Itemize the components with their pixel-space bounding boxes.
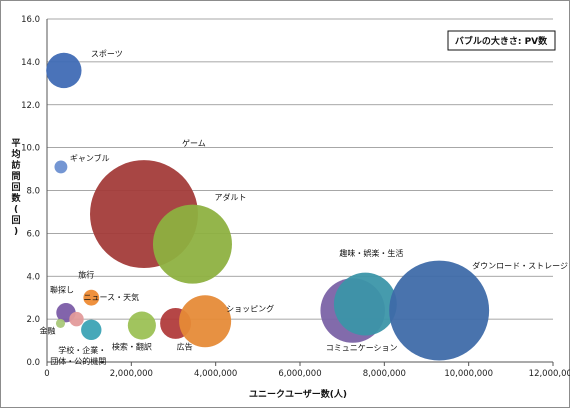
bubble-label: 団体・公的機関 [50, 356, 106, 366]
bubble-label: ギャンブル [70, 153, 110, 163]
bubble-size-note: バブルの大きさ: PV数 [455, 35, 548, 47]
bubble [389, 260, 490, 361]
bubble-label: 広告 [177, 341, 193, 351]
y-tick-label: 8.0 [26, 187, 40, 197]
x-tick-label: 4,000,000 [194, 369, 237, 379]
y-tick-label: 14.0 [21, 58, 40, 68]
y-tick-label: 16.0 [21, 15, 40, 25]
bubble-label: 旅行 [78, 270, 94, 280]
bubble-label: ショッピング [226, 303, 274, 313]
bubble-label: 趣味・娯楽・生活 [339, 248, 403, 258]
x-tick-label: 10,000,000 [444, 369, 493, 379]
x-tick-label: 8,000,000 [363, 369, 406, 379]
axes [46, 19, 554, 366]
svg-text:平均訪問回数(回): 平均訪問回数(回) [11, 138, 21, 237]
bubble [69, 311, 84, 327]
x-tick-label: 6,000,000 [278, 369, 321, 379]
bubble [333, 272, 397, 336]
y-tick-label: 2.0 [26, 315, 40, 325]
bubble-label: ニュース・天気 [84, 292, 140, 302]
x-tick-label: 12,000,000 [529, 369, 570, 379]
y-tick-label: 6.0 [26, 229, 40, 239]
bubble [54, 160, 68, 174]
bubble-label: 検索・翻訳 [112, 342, 152, 352]
bubble [152, 204, 232, 284]
bubble [127, 311, 156, 340]
bubble [81, 319, 102, 341]
x-tick-label: 2,000,000 [110, 369, 153, 379]
bubble-label: 金融 [39, 325, 55, 335]
y-tick-label: 12.0 [21, 101, 40, 111]
bubble [55, 318, 66, 328]
bubble-label: ゲーム [182, 138, 206, 148]
bubble-label: スポーツ [91, 49, 123, 58]
y-tick-label: 4.0 [26, 272, 40, 282]
bubble-label: コミュニケーション [326, 344, 398, 353]
y-tick-label: 10.0 [21, 144, 40, 154]
bubble [179, 295, 232, 348]
bubble-label: 聯探し [50, 285, 74, 295]
tick-labels: 0.0 2.0 4.0 6.0 8.0 10.0 12.0 14.0 16.0 0 2,000,00… [21, 15, 570, 379]
legend-box: バブルの大きさ: PV数 [447, 30, 556, 51]
bubble [83, 289, 100, 306]
x-axis-title: ユニークユーザー数(人) [249, 388, 347, 400]
y-tick-label: 0.0 [26, 358, 40, 368]
bubbles [46, 52, 490, 361]
bubble-label: アダルト [214, 192, 246, 202]
x-tick-label: 0 [44, 369, 49, 379]
bubble-label: 学校・企業・ [58, 345, 106, 355]
y-axis-title: 平均訪問回数(回) [11, 138, 21, 237]
bubble [46, 52, 82, 89]
bubble-label: ダウンロード・ストレージ [472, 261, 568, 271]
